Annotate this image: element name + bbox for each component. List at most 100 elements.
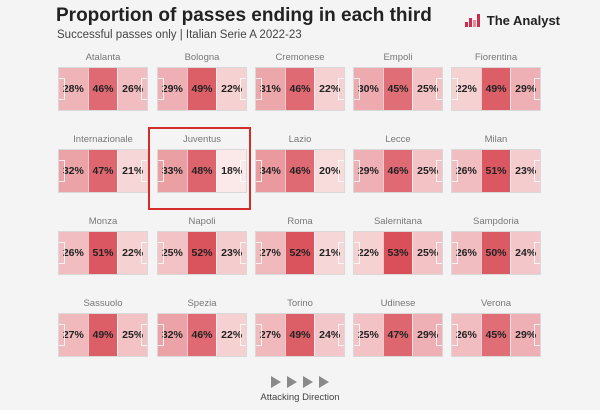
play-arrow-icon	[271, 376, 281, 388]
third-defensive-value: 27%	[59, 314, 88, 356]
penalty-box-right	[534, 78, 540, 100]
penalty-box-right	[240, 78, 246, 100]
third-middle-value: 46%	[284, 150, 315, 192]
third-defensive-value: 27%	[256, 232, 285, 274]
penalty-box-left	[354, 324, 360, 346]
team-name: Empoli	[383, 52, 413, 63]
penalty-box-right	[534, 324, 540, 346]
penalty-box-right	[141, 78, 147, 100]
third-middle-value: 49%	[284, 314, 315, 356]
penalty-box-left	[256, 160, 262, 182]
third-defensive-value: 22%	[452, 68, 481, 110]
third-defensive-value: 27%	[256, 314, 285, 356]
team-name: Monza	[88, 216, 118, 227]
team-pitch-fiorentina: Fiorentina 22% 49% 29%	[451, 52, 541, 112]
third-defensive-value: 25%	[158, 232, 187, 274]
team-name: Napoli	[188, 216, 216, 227]
penalty-box-right	[338, 78, 344, 100]
third-middle-value: 52%	[186, 232, 217, 274]
third-attacking-value: 24%	[314, 314, 344, 356]
team-name: Lecce	[385, 134, 411, 145]
pitch-thirds: 26% 45% 29%	[451, 313, 541, 357]
team-pitch-napoli: Napoli 25% 52% 23%	[157, 216, 247, 276]
third-attacking-value: 25%	[117, 314, 147, 356]
third-middle-value: 46%	[87, 68, 118, 110]
pitch-thirds: 26% 51% 23%	[451, 149, 541, 193]
team-name: Cremonese	[275, 52, 325, 63]
team-pitch-udinese: Udinese 25% 47% 29%	[353, 298, 443, 358]
third-attacking-value: 21%	[314, 232, 344, 274]
legend-label: Attacking Direction	[260, 392, 340, 403]
pitch-thirds: 27% 49% 24%	[255, 313, 345, 357]
pitch-thirds: 22% 53% 25%	[353, 231, 443, 275]
penalty-box-right	[141, 160, 147, 182]
third-attacking-value: 22%	[216, 68, 246, 110]
team-pitch-empoli: Empoli 30% 45% 25%	[353, 52, 443, 112]
third-middle-value: 49%	[480, 68, 511, 110]
team-name: Sassuolo	[83, 298, 123, 309]
penalty-box-left	[354, 160, 360, 182]
team-pitch-atalanta: Atalanta 28% 46% 26%	[58, 52, 148, 112]
penalty-box-left	[452, 242, 458, 264]
penalty-box-left	[59, 242, 65, 264]
penalty-box-left	[59, 78, 65, 100]
penalty-box-right	[436, 324, 442, 346]
team-name: Fiorentina	[474, 52, 518, 63]
third-attacking-value: 20%	[314, 150, 344, 192]
penalty-box-right	[141, 242, 147, 264]
third-defensive-value: 33%	[158, 150, 187, 192]
penalty-box-left	[256, 324, 262, 346]
third-attacking-value: 23%	[216, 232, 246, 274]
team-pitch-salernitana: Salernitana 22% 53% 25%	[353, 216, 443, 276]
team-pitch-bologna: Bologna 29% 49% 22%	[157, 52, 247, 112]
penalty-box-right	[436, 78, 442, 100]
penalty-box-right	[338, 324, 344, 346]
third-defensive-value: 31%	[256, 68, 285, 110]
third-middle-value: 46%	[382, 150, 413, 192]
team-pitch-spezia: Spezia 32% 46% 22%	[157, 298, 247, 358]
penalty-box-right	[338, 160, 344, 182]
third-middle-value: 51%	[87, 232, 118, 274]
third-defensive-value: 25%	[354, 314, 383, 356]
third-middle-value: 45%	[382, 68, 413, 110]
third-defensive-value: 32%	[158, 314, 187, 356]
third-middle-value: 53%	[382, 232, 413, 274]
team-pitch-cremonese: Cremonese 31% 46% 22%	[255, 52, 345, 112]
third-attacking-value: 25%	[412, 232, 442, 274]
third-defensive-value: 22%	[354, 232, 383, 274]
third-attacking-value: 24%	[510, 232, 540, 274]
penalty-box-right	[141, 324, 147, 346]
team-pitch-sampdoria: Sampdoria 26% 50% 24%	[451, 216, 541, 276]
third-attacking-value: 21%	[117, 150, 147, 192]
third-middle-value: 45%	[480, 314, 511, 356]
third-middle-value: 47%	[382, 314, 413, 356]
team-pitch-lazio: Lazio 34% 46% 20%	[255, 134, 345, 194]
third-defensive-value: 26%	[452, 314, 481, 356]
brand-logo: The Analyst	[464, 12, 560, 28]
team-name: Bologna	[184, 52, 220, 63]
third-attacking-value: 29%	[412, 314, 442, 356]
penalty-box-left	[59, 160, 65, 182]
third-defensive-value: 26%	[452, 150, 481, 192]
team-pitch-juventus: Juventus 33% 48% 18%	[157, 134, 247, 194]
pitch-thirds: 27% 52% 21%	[255, 231, 345, 275]
third-defensive-value: 28%	[59, 68, 88, 110]
penalty-box-right	[436, 242, 442, 264]
brand-name: The Analyst	[486, 12, 560, 28]
penalty-box-right	[534, 160, 540, 182]
third-attacking-value: 22%	[216, 314, 246, 356]
team-pitch-sassuolo: Sassuolo 27% 49% 25%	[58, 298, 148, 358]
team-name: Spezia	[187, 298, 217, 309]
penalty-box-left	[158, 78, 164, 100]
pitch-thirds: 28% 46% 26%	[58, 67, 148, 111]
team-grid: Atalanta 28% 46% 26% Bologna 29% 49% 22% Cremone…	[58, 52, 541, 358]
penalty-box-left	[452, 78, 458, 100]
penalty-box-left	[452, 324, 458, 346]
team-pitch-roma: Roma 27% 52% 21%	[255, 216, 345, 276]
pitch-thirds: 22% 49% 29%	[451, 67, 541, 111]
chart-title: Proportion of passes ending in each thir…	[56, 5, 432, 26]
pitch-thirds: 30% 45% 25%	[353, 67, 443, 111]
third-defensive-value: 29%	[158, 68, 187, 110]
third-attacking-value: 22%	[314, 68, 344, 110]
team-pitch-milan: Milan 26% 51% 23%	[451, 134, 541, 194]
